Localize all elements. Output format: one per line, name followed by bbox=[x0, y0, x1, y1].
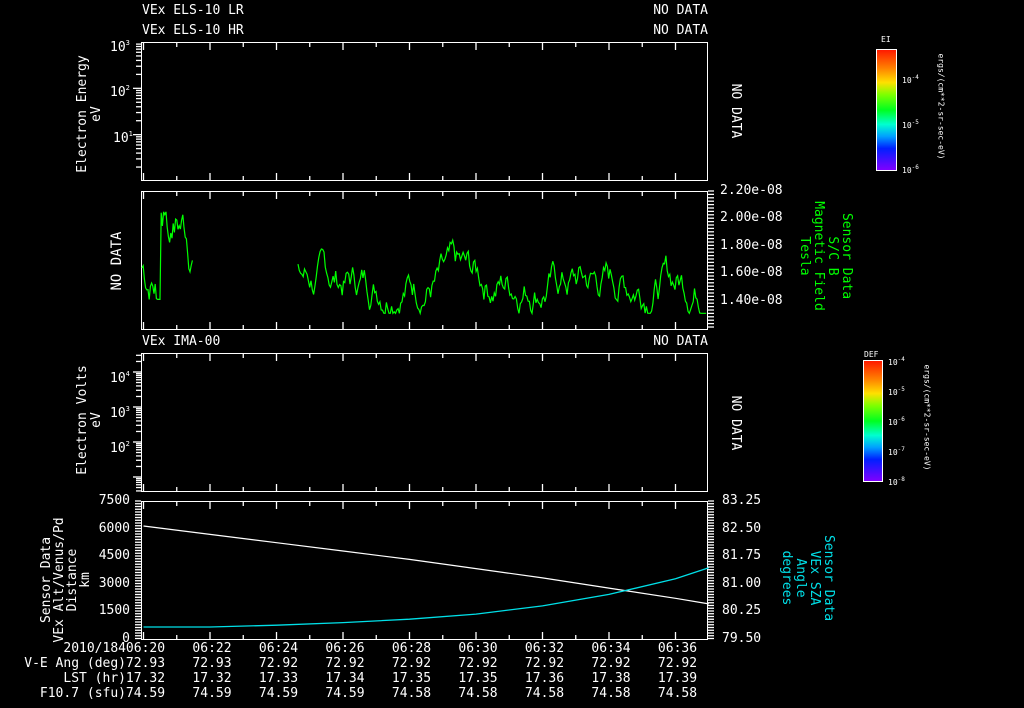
footer-times-value: 06:24 bbox=[258, 641, 299, 656]
els-lr-title: VEx ELS-10 LR bbox=[142, 3, 244, 18]
footer-ve-ang-value: 72.92 bbox=[524, 656, 565, 671]
orbit-right-ytick: 80.25 bbox=[722, 603, 762, 618]
ima-ytick-1e2: 102 bbox=[110, 440, 130, 456]
footer-f107-value: 74.59 bbox=[258, 686, 299, 701]
els-hr-status: NO DATA bbox=[653, 23, 708, 38]
mag-ytick: 2.00e-08 bbox=[720, 210, 783, 225]
footer-f107-value: 74.58 bbox=[458, 686, 498, 701]
footer-row-label: 2010/184 bbox=[63, 641, 126, 656]
footer-lst-value: 17.35 bbox=[391, 671, 432, 686]
footer-row-label: V-E Ang (deg) bbox=[24, 656, 126, 671]
ima-title: VEx IMA-00 bbox=[142, 334, 221, 349]
footer-ve-ang-value: 72.93 bbox=[192, 656, 232, 671]
footer-f107-value: 74.58 bbox=[591, 686, 631, 701]
footer-lst-value: 17.36 bbox=[524, 671, 565, 686]
orbit-right-ytick: 79.50 bbox=[722, 631, 762, 646]
els-ytick-1e2: 102 bbox=[110, 84, 130, 100]
ima-ytick-1e4: 104 bbox=[110, 370, 130, 386]
els-hr-title: VEx ELS-10 HR bbox=[142, 23, 244, 38]
footer-ve-ang-value: 72.93 bbox=[125, 656, 166, 671]
orbit-left-ytick: 3000 bbox=[98, 576, 130, 591]
ei-colorbar bbox=[876, 49, 897, 171]
footer-row-label: LST (hr) bbox=[63, 671, 126, 686]
orbit-right-ytick: 82.50 bbox=[722, 521, 762, 536]
orbit-right-ytick: 83.25 bbox=[722, 493, 762, 508]
orbit-left-ytick: 7500 bbox=[98, 493, 130, 508]
mag-ytick: 1.40e-08 bbox=[720, 293, 783, 308]
def-colorbar bbox=[863, 360, 883, 482]
footer-times-value: 06:30 bbox=[458, 641, 498, 656]
footer-ve-ang-value: 72.92 bbox=[258, 656, 299, 671]
orbit-left-ytick: 1500 bbox=[98, 603, 130, 618]
ima-spectrogram-panel bbox=[141, 353, 708, 492]
def-colorbar-tick: 10-4 bbox=[888, 356, 905, 367]
footer-times-value: 06:36 bbox=[657, 641, 698, 656]
def-colorbar-tick: 10-8 bbox=[888, 476, 905, 487]
ima-status: NO DATA bbox=[653, 334, 708, 349]
footer-ve-ang-value: 72.92 bbox=[391, 656, 432, 671]
orbit-left-ytick: 0 bbox=[122, 631, 130, 646]
footer-times-value: 06:32 bbox=[524, 641, 565, 656]
ei-colorbar-tick: 10-4 bbox=[902, 74, 919, 85]
footer-lst-value: 17.32 bbox=[125, 671, 166, 686]
footer-lst-value: 17.38 bbox=[591, 671, 631, 686]
footer-f107-value: 74.58 bbox=[524, 686, 565, 701]
orbit-right-ytick: 81.75 bbox=[722, 548, 762, 563]
orbit-left-ytick: 6000 bbox=[98, 521, 130, 536]
def-colorbar-tick: 10-6 bbox=[888, 416, 905, 427]
footer-ve-ang-value: 72.92 bbox=[325, 656, 365, 671]
footer-times-value: 06:22 bbox=[192, 641, 232, 656]
orbit-panel bbox=[141, 501, 708, 640]
footer-lst-value: 17.39 bbox=[657, 671, 698, 686]
def-colorbar-tick: 10-5 bbox=[888, 386, 905, 397]
footer-row-label: F10.7 (sfu) bbox=[39, 686, 126, 701]
footer-lst-value: 17.34 bbox=[325, 671, 365, 686]
footer-times-value: 06:28 bbox=[391, 641, 432, 656]
footer-times-value: 06:26 bbox=[325, 641, 365, 656]
els-ytick-1e1: 101 bbox=[113, 130, 133, 146]
footer-ve-ang-value: 72.92 bbox=[591, 656, 631, 671]
ei-colorbar-tick: 10-5 bbox=[902, 119, 919, 130]
footer-times-value: 06:20 bbox=[125, 641, 166, 656]
footer-times-value: 06:34 bbox=[591, 641, 631, 656]
ei-colorbar-title: EI bbox=[881, 35, 891, 44]
footer-ve-ang-value: 72.92 bbox=[657, 656, 698, 671]
footer-f107-value: 74.59 bbox=[125, 686, 166, 701]
footer-f107-value: 74.59 bbox=[325, 686, 365, 701]
orbit-right-ytick: 81.00 bbox=[722, 576, 762, 591]
def-colorbar-title: DEF bbox=[864, 350, 879, 359]
ima-ytick-1e3: 103 bbox=[110, 405, 130, 421]
footer-lst-value: 17.35 bbox=[458, 671, 498, 686]
footer-f107-value: 74.58 bbox=[391, 686, 432, 701]
els-lr-status: NO DATA bbox=[653, 3, 708, 18]
orbit-left-ytick: 4500 bbox=[98, 548, 130, 563]
els-spectrogram-panel bbox=[141, 42, 708, 181]
footer-f107-value: 74.58 bbox=[657, 686, 698, 701]
els-ytick-1e3: 103 bbox=[110, 39, 130, 55]
mag-ytick: 2.20e-08 bbox=[720, 183, 783, 198]
footer-lst-value: 17.32 bbox=[192, 671, 232, 686]
footer-f107-value: 74.59 bbox=[192, 686, 232, 701]
ei-colorbar-tick: 10-6 bbox=[902, 164, 919, 175]
mag-ytick: 1.60e-08 bbox=[720, 265, 783, 280]
def-colorbar-tick: 10-7 bbox=[888, 446, 905, 457]
footer-ve-ang-value: 72.92 bbox=[458, 656, 498, 671]
mag-field-panel bbox=[141, 191, 708, 330]
mag-ytick: 1.80e-08 bbox=[720, 238, 783, 253]
footer-lst-value: 17.33 bbox=[258, 671, 299, 686]
